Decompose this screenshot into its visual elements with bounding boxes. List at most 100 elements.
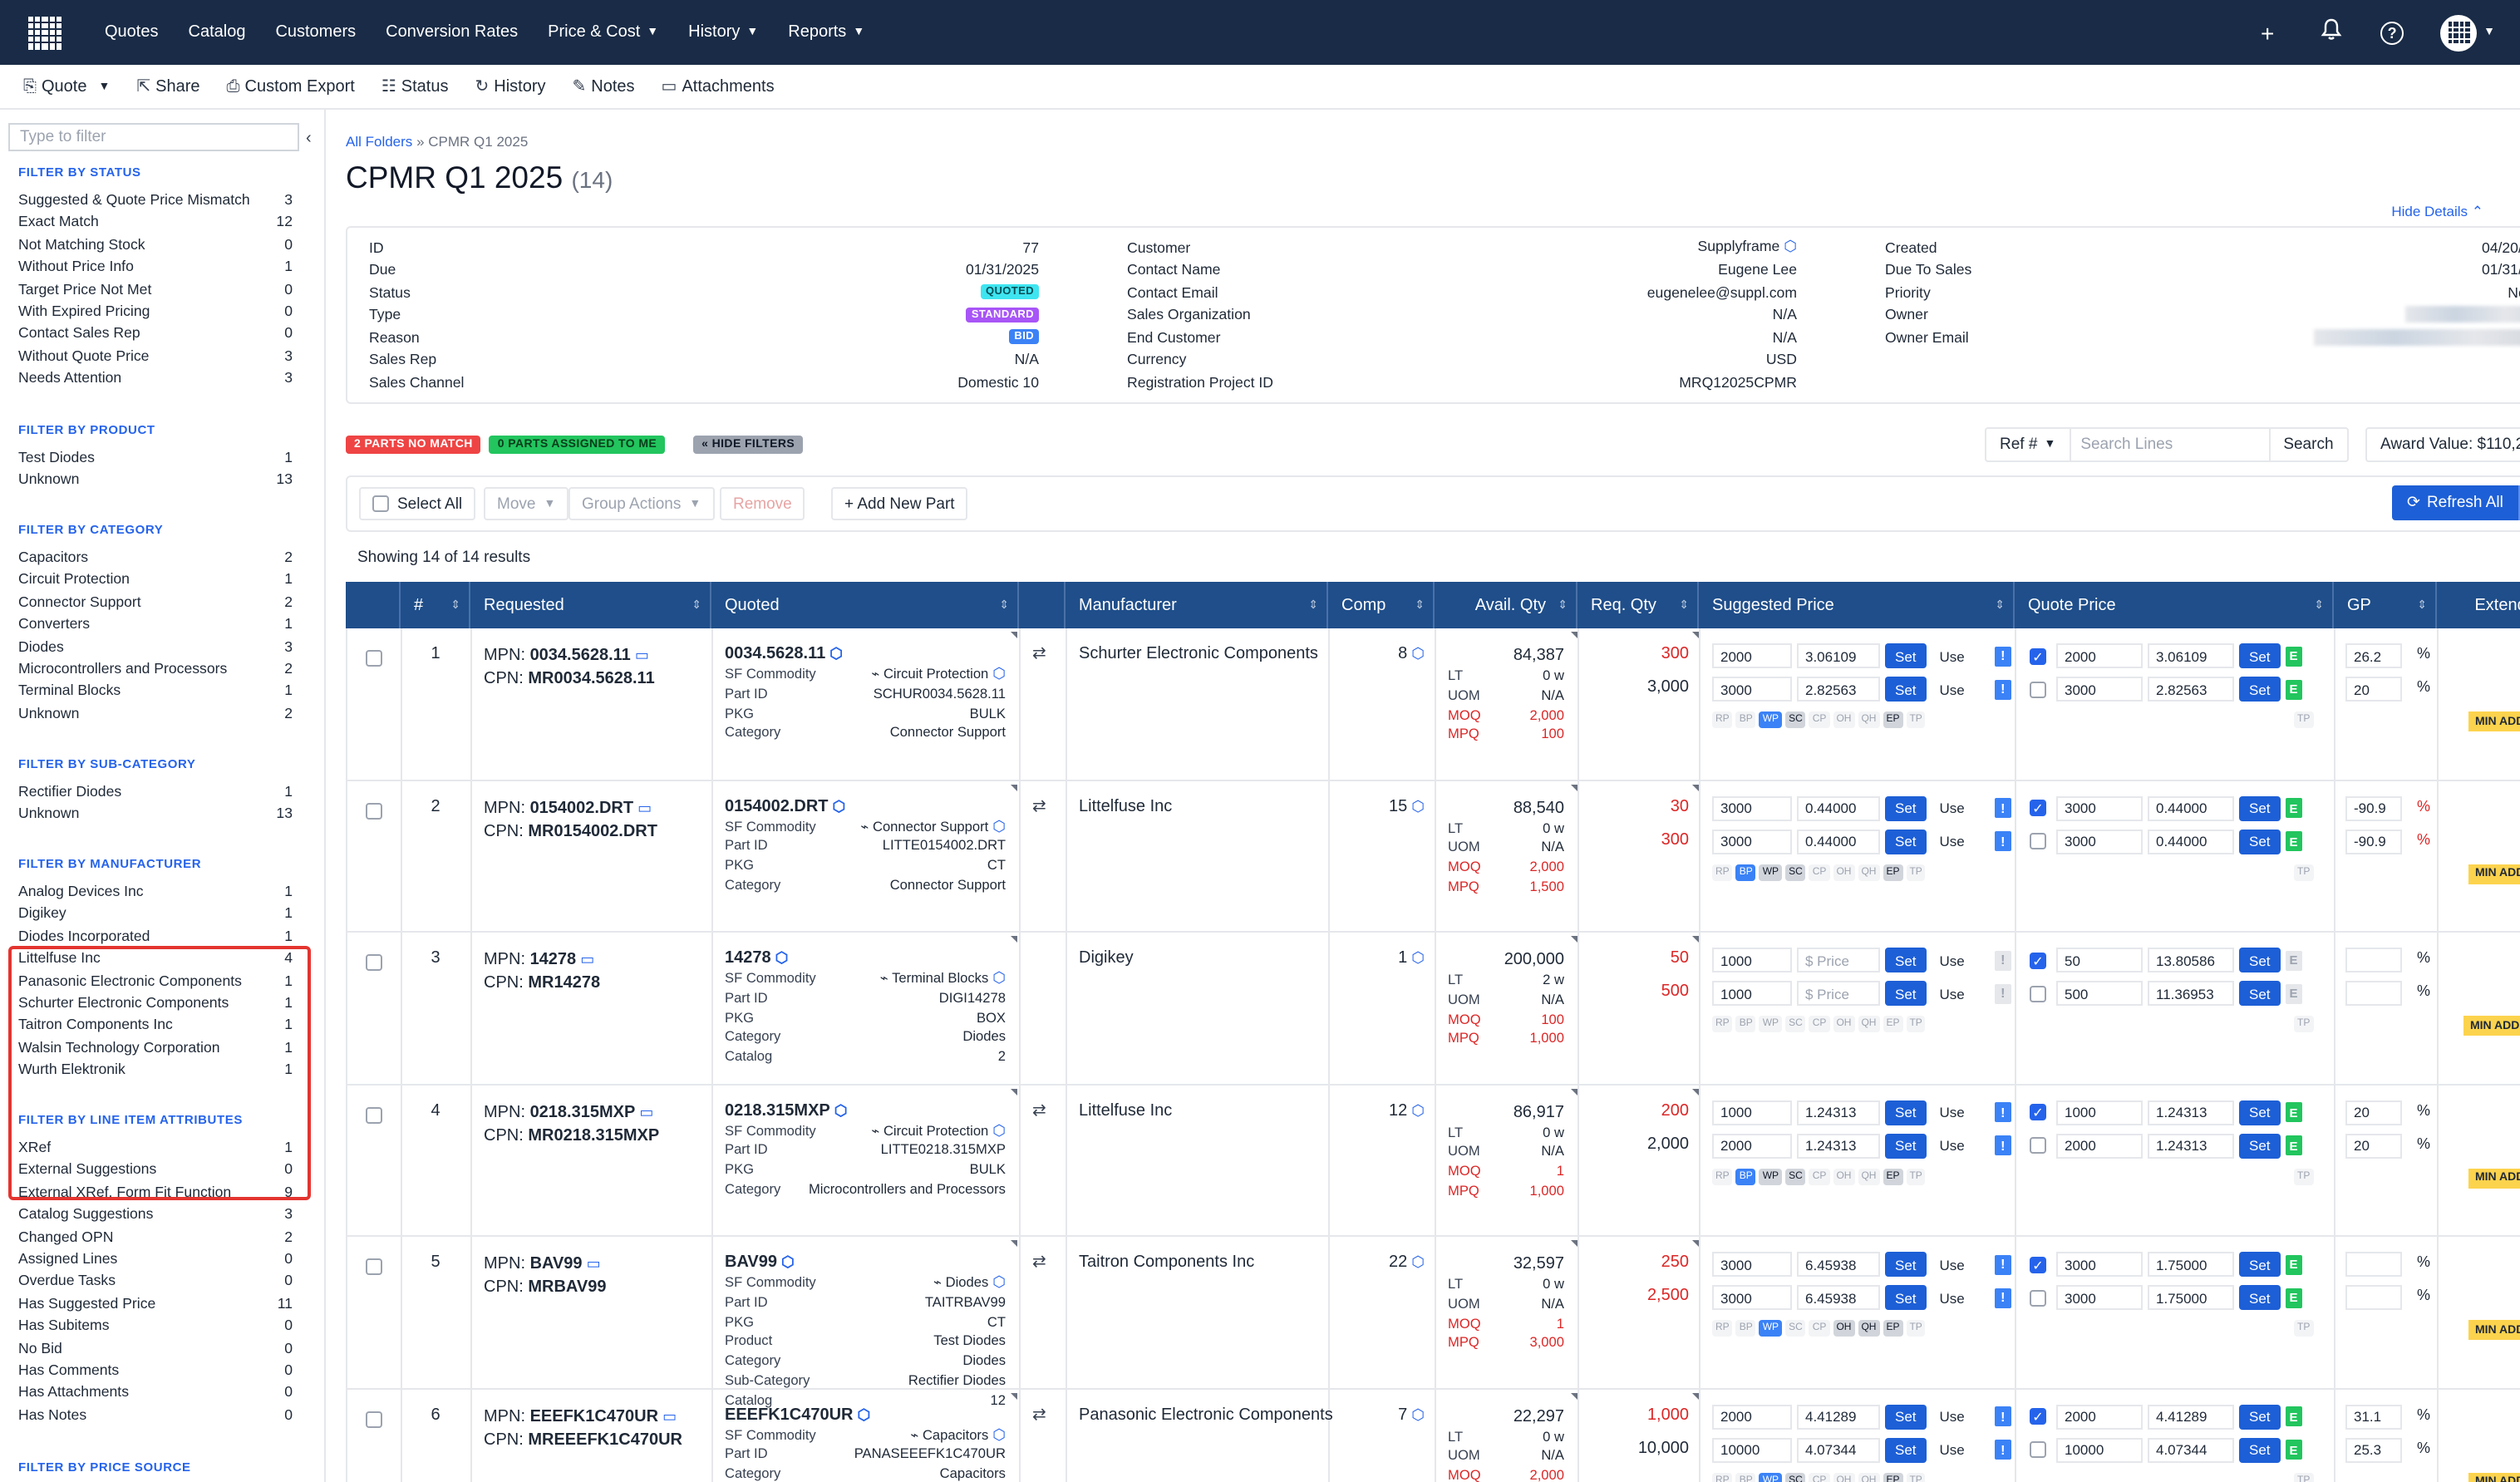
use-button[interactable]: Use: [1939, 985, 1965, 1002]
suggested-qty-input[interactable]: 3000: [1712, 829, 1792, 854]
alert-icon[interactable]: !: [1994, 1288, 2011, 1307]
row-checkbox[interactable]: [366, 954, 382, 971]
gp-input[interactable]: [2345, 981, 2402, 1006]
price-tag-rp[interactable]: RP: [1712, 1168, 1733, 1184]
quote-price-checkbox[interactable]: [2030, 833, 2046, 849]
row-checkbox[interactable]: [366, 650, 382, 667]
filter-item[interactable]: Assigned Lines 0: [18, 1248, 293, 1271]
quote-price-input[interactable]: 1.24313: [2148, 1133, 2234, 1158]
comp-count[interactable]: 12 ⬡: [1328, 1101, 1435, 1120]
filter-item[interactable]: Exact Match 12: [18, 212, 293, 234]
filter-item[interactable]: Rectifier Diodes 1: [18, 781, 293, 804]
folder-icon[interactable]: ▭: [635, 1103, 654, 1120]
set-button[interactable]: Set: [1885, 1404, 1927, 1429]
price-tag-tp[interactable]: TP: [1906, 864, 1926, 880]
nav-item-reports[interactable]: Reports ▼: [788, 23, 864, 42]
set-button[interactable]: Set: [1885, 1133, 1927, 1158]
help-icon[interactable]: ?: [2380, 21, 2404, 44]
filter-item[interactable]: Catalog Suggestions 3: [18, 1204, 293, 1226]
min-add-fees-badge[interactable]: MIN ADD. FEES: [2468, 864, 2520, 884]
history-button[interactable]: ↻ History: [475, 77, 545, 96]
assigned-chip[interactable]: 0 PARTS ASSIGNED TO ME: [489, 436, 666, 454]
filter-item[interactable]: Unknown 13: [18, 470, 293, 492]
quote-price-input[interactable]: 2.82563: [2148, 677, 2234, 702]
quoted-mpn[interactable]: 0034.5628.11 ⬡: [725, 643, 1006, 665]
filter-item[interactable]: Diodes 3: [18, 636, 293, 658]
column-header[interactable]: GP ⇕: [2334, 582, 2437, 628]
set-button[interactable]: Set: [1885, 1252, 1927, 1277]
set-button[interactable]: Set: [1885, 795, 1927, 820]
quote-menu-button[interactable]: ⎘ Quote ▼: [23, 77, 110, 96]
nav-item-catalog[interactable]: Catalog: [189, 23, 246, 42]
use-button[interactable]: Use: [1939, 1289, 1965, 1306]
share-button[interactable]: ⇱ Share: [136, 77, 199, 96]
price-tag-cp[interactable]: CP: [1809, 1016, 1830, 1032]
filter-item[interactable]: Diodes Incorporated 1: [18, 926, 293, 948]
filter-item[interactable]: Digikey 1: [18, 903, 293, 926]
use-button[interactable]: Use: [1939, 647, 1965, 664]
use-button[interactable]: Use: [1939, 800, 1965, 816]
price-tag-ep[interactable]: EP: [1883, 711, 1903, 728]
gp-input[interactable]: 25.3: [2345, 1437, 2402, 1462]
move-button[interactable]: Move ▼: [484, 487, 569, 520]
alert-icon[interactable]: !: [1994, 1440, 2011, 1460]
quoted-mpn[interactable]: 0154002.DRT ⬡: [725, 795, 1006, 817]
gp-input[interactable]: -90.9: [2345, 795, 2402, 820]
gp-input[interactable]: 26.2: [2345, 643, 2402, 668]
quote-qty-input[interactable]: 500: [2056, 981, 2143, 1006]
hide-filters-chip[interactable]: « HIDE FILTERS: [693, 436, 804, 454]
use-button[interactable]: Use: [1939, 1137, 1965, 1154]
price-tag-tp[interactable]: TP: [2294, 864, 2314, 880]
alert-icon[interactable]: !: [1994, 950, 2011, 970]
nav-item-conversion-rates[interactable]: Conversion Rates: [386, 23, 518, 42]
set-button[interactable]: Set: [2239, 1100, 2281, 1125]
price-tag-ep[interactable]: EP: [1883, 1472, 1903, 1482]
alert-icon[interactable]: !: [1994, 798, 2011, 818]
suggested-qty-input[interactable]: 1000: [1712, 981, 1792, 1006]
column-header[interactable]: Req. Qty ⇕: [1577, 582, 1699, 628]
filter-item[interactable]: Wurth Elektronik 1: [18, 1059, 293, 1081]
filter-item[interactable]: Needs Attention 3: [18, 367, 293, 390]
column-header[interactable]: Quoted ⇕: [711, 582, 1019, 628]
filter-item[interactable]: Analog Devices Inc 1: [18, 881, 293, 903]
comp-count[interactable]: 7 ⬡: [1328, 1406, 1435, 1424]
price-tag-ep[interactable]: EP: [1883, 864, 1903, 880]
e-badge[interactable]: E: [2285, 950, 2302, 970]
notes-button[interactable]: ✎ Notes: [573, 77, 635, 96]
suggested-qty-input[interactable]: 3000: [1712, 795, 1792, 820]
suggested-qty-input[interactable]: 2000: [1712, 1404, 1792, 1429]
price-tag-rp[interactable]: RP: [1712, 864, 1733, 880]
suggested-qty-input[interactable]: 2000: [1712, 1133, 1792, 1158]
use-button[interactable]: Use: [1939, 833, 1965, 849]
set-button[interactable]: Set: [1885, 643, 1927, 668]
plus-icon[interactable]: +: [2260, 19, 2275, 46]
price-tag-oh[interactable]: OH: [1833, 1168, 1855, 1184]
remove-button[interactable]: Remove: [720, 487, 805, 520]
price-tag-tp[interactable]: TP: [2294, 1472, 2314, 1482]
filter-item[interactable]: Littelfuse Inc 4: [18, 948, 293, 970]
quote-price-checkbox[interactable]: ✓: [2030, 647, 2046, 664]
ref-select[interactable]: Ref # ▼: [1986, 429, 2071, 460]
use-button[interactable]: Use: [1939, 1104, 1965, 1120]
suggested-qty-input[interactable]: 10000: [1712, 1437, 1792, 1462]
filter-item[interactable]: Microcontrollers and Processors 2: [18, 658, 293, 681]
suggested-price-input[interactable]: 2.82563: [1797, 677, 1880, 702]
price-tag-tp[interactable]: TP: [2294, 1016, 2314, 1032]
select-all-button[interactable]: Select All: [359, 487, 476, 520]
search-lines-input[interactable]: Search Lines: [2070, 429, 2271, 460]
filter-item[interactable]: External XRef, Form Fit Function 9: [18, 1182, 293, 1204]
cross-reference-icon[interactable]: ⇄: [1032, 1253, 1046, 1272]
quote-qty-input[interactable]: 3000: [2056, 1285, 2143, 1310]
quote-price-checkbox[interactable]: ✓: [2030, 1256, 2046, 1273]
filter-item[interactable]: Has Comments 0: [18, 1360, 293, 1382]
comp-count[interactable]: 22 ⬡: [1328, 1253, 1435, 1272]
filter-item[interactable]: Unknown 13: [18, 804, 293, 826]
nav-item-customers[interactable]: Customers: [275, 23, 356, 42]
gp-input[interactable]: 20: [2345, 1133, 2402, 1158]
price-tag-tp[interactable]: TP: [2294, 711, 2314, 728]
price-tag-wp[interactable]: WP: [1759, 1320, 1783, 1337]
quote-price-input[interactable]: 1.75000: [2148, 1252, 2234, 1277]
price-tag-qh[interactable]: QH: [1858, 1320, 1880, 1337]
filter-item[interactable]: No Bid 0: [18, 1337, 293, 1360]
column-header[interactable]: Avail. Qty ⇕: [1435, 582, 1577, 628]
